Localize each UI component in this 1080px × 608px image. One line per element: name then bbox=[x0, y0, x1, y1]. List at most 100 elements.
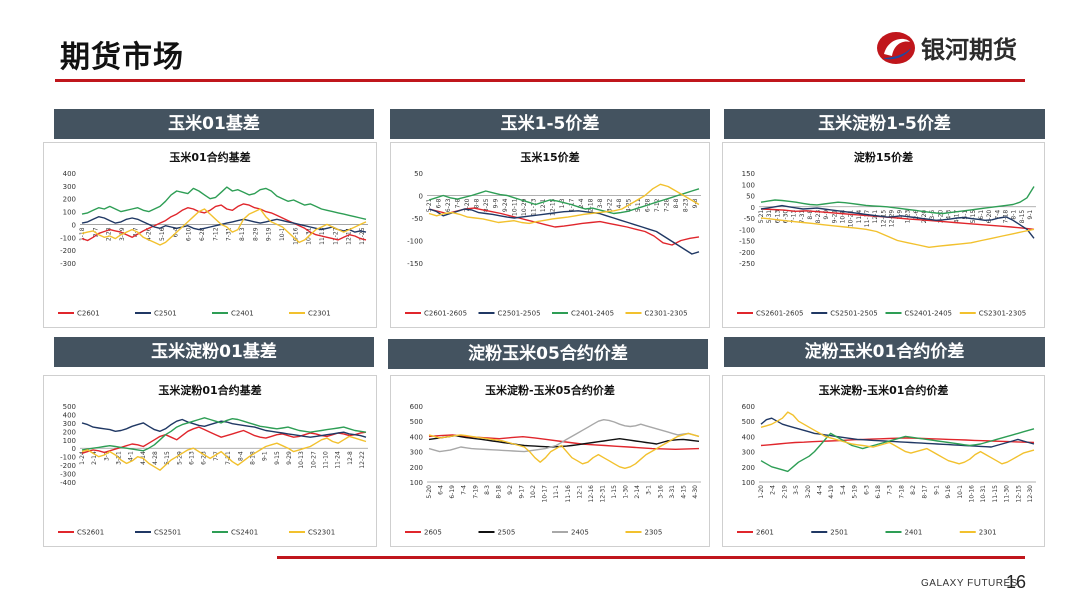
y-tick-label: -200 bbox=[60, 247, 76, 255]
y-tick-label: 400 bbox=[410, 433, 423, 441]
series-line-2305 bbox=[428, 432, 700, 470]
legend-label: CS2501-2505 bbox=[830, 310, 878, 318]
section-header-starch-1-5-spread: 玉米淀粉1-5价差 bbox=[724, 109, 1045, 139]
chart-title: 玉米淀粉-玉米01合约价差 bbox=[819, 383, 949, 397]
x-tick-label: 7-31 bbox=[799, 210, 806, 224]
x-tick-label: 2-18 bbox=[588, 198, 595, 212]
legend-label: 2605 bbox=[424, 529, 442, 537]
series-line-C2601 bbox=[81, 203, 367, 242]
x-tick-label: 9-9 bbox=[823, 210, 830, 220]
series-line-CS2301 bbox=[81, 435, 367, 471]
y-tick-label: 100 bbox=[742, 479, 755, 487]
x-tick-label: 10-1 bbox=[279, 227, 286, 241]
x-tick-label: 6-8 bbox=[436, 198, 443, 208]
x-tick-label: 4-3 bbox=[945, 210, 952, 220]
x-tick-label: 4-7 bbox=[132, 227, 139, 237]
x-tick-label: 7-31 bbox=[226, 227, 233, 241]
x-tick-label: 2-4 bbox=[578, 198, 585, 208]
legend-label: CS2401-2405 bbox=[905, 310, 953, 318]
x-tick-label: 2-28 bbox=[106, 227, 113, 241]
series-line-CS2601-2605 bbox=[760, 208, 1035, 230]
series-line-CS2501-2505 bbox=[760, 204, 1035, 239]
x-tick-label: 10-21 bbox=[848, 210, 855, 228]
chart-panel-starch-corn-05-spread: 玉米淀粉-玉米05合约价差 600 500 400 300 200 100 5-20 6-4 6-… bbox=[390, 375, 710, 547]
x-tick-label: 5-11 bbox=[635, 198, 642, 212]
x-tick-label: 2-20 bbox=[921, 210, 928, 224]
x-tick-label: 12-29 bbox=[888, 210, 895, 228]
x-tick-label: 5-31 bbox=[766, 210, 773, 224]
x-tick-label: 9-24 bbox=[502, 198, 509, 212]
legend-label: C2601 bbox=[77, 310, 100, 318]
x-tick-label: 10-16 bbox=[292, 227, 299, 245]
x-tick-label: 10-11 bbox=[512, 198, 519, 216]
x-tick-label: 5-15 bbox=[164, 451, 171, 465]
page-number: 16 bbox=[1006, 572, 1027, 592]
x-tick-label: 1-30 bbox=[623, 485, 630, 499]
x-tick-label: 9-1 bbox=[262, 451, 269, 461]
x-tick-label: 3-16 bbox=[657, 485, 664, 499]
galaxy-logo-icon bbox=[877, 32, 915, 64]
chart-panel-starch-01-basis: 玉米淀粉01合约基差 500 400 300 200 100 0 -100 -200 -300 -4… bbox=[43, 375, 377, 547]
x-tick-label: 7-8 bbox=[455, 198, 462, 208]
x-tick-label: 6-30 bbox=[782, 210, 789, 224]
x-tick-label: 10-2 bbox=[530, 485, 537, 499]
y-tick-label: 200 bbox=[742, 464, 755, 472]
x-tick-label: 4-15 bbox=[680, 485, 687, 499]
chart-title: 玉米淀粉-玉米05合约价差 bbox=[485, 383, 615, 397]
legend-label: 2405 bbox=[571, 529, 589, 537]
section-header-starch-01-basis: 玉米淀粉01基差 bbox=[54, 337, 374, 367]
x-tick-label: 3-1 bbox=[646, 485, 653, 495]
x-tick-label: 11-24 bbox=[335, 451, 342, 469]
y-tick-label: 150 bbox=[742, 170, 755, 178]
y-tick-label: 100 bbox=[742, 181, 755, 189]
y-tick-label: -100 bbox=[739, 226, 755, 234]
x-tick-label: 6-1 bbox=[978, 210, 985, 220]
y-tick-label: 400 bbox=[63, 170, 76, 178]
x-tick-label: 1-24 bbox=[79, 451, 86, 465]
x-tick-label: 6-13 bbox=[189, 451, 196, 465]
x-tick-label: 7-28 bbox=[664, 198, 671, 212]
x-tick-label: 4-8 bbox=[616, 198, 623, 208]
y-tick-label: 600 bbox=[742, 403, 755, 411]
x-tick-label: 7-20 bbox=[464, 198, 471, 212]
x-tick-label: 12-22 bbox=[359, 451, 366, 469]
x-tick-label: 8-15 bbox=[1019, 210, 1026, 224]
x-tick-label: 1-20 bbox=[758, 485, 765, 499]
x-tick-label: 1-3 bbox=[559, 198, 566, 208]
x-tick-label: 2-19 bbox=[781, 485, 788, 499]
series-line-C2301 bbox=[81, 208, 367, 246]
x-tick-label: 8-17 bbox=[922, 485, 929, 499]
x-tick-label: 8-25 bbox=[483, 198, 490, 212]
x-tick-label: 12-15 bbox=[880, 210, 887, 228]
top-rule bbox=[55, 79, 1025, 82]
legend-label: CS2601 bbox=[77, 529, 104, 537]
x-tick-label: 9-1 bbox=[1027, 210, 1034, 220]
chart-title: 玉米01合约基差 bbox=[169, 150, 250, 164]
x-tick-label: 12-31 bbox=[599, 485, 606, 503]
x-tick-label: 9-17 bbox=[519, 485, 526, 499]
x-tick-label: 4-19 bbox=[828, 485, 835, 499]
chart-starch-01-basis: 玉米淀粉01合约基差 5004003002001000-100-200-300-4… bbox=[58, 383, 368, 537]
section-header-starch-corn-01-spread: 淀粉玉米01合约价差 bbox=[724, 337, 1045, 367]
legend-label: CS2401 bbox=[231, 529, 258, 537]
y-tick-label: 50 bbox=[414, 170, 423, 178]
series-line-2505 bbox=[428, 434, 700, 448]
x-tick-label: 10-16 bbox=[969, 485, 976, 503]
x-tick-label: 9-16 bbox=[945, 485, 952, 499]
legend-label: CS2301 bbox=[308, 529, 335, 537]
x-tick-label: 5-21 bbox=[758, 210, 765, 224]
x-tick-label: 1-9 bbox=[897, 210, 904, 220]
x-tick-label: 12-25 bbox=[359, 227, 366, 245]
legend-label: C2301 bbox=[308, 310, 331, 318]
x-tick-label: 8-18 bbox=[249, 451, 256, 465]
x-tick-label: 7-13 bbox=[791, 210, 798, 224]
series-line-C2601-2605 bbox=[428, 207, 700, 246]
x-tick-label: 9-19 bbox=[266, 227, 273, 241]
x-tick-label: 5-16 bbox=[159, 227, 166, 241]
y-tick-label: 500 bbox=[742, 418, 755, 426]
logo-text: 银河期货 bbox=[921, 36, 1017, 64]
x-tick-label: 10-27 bbox=[310, 451, 317, 469]
x-tick-label: 12-11 bbox=[346, 227, 353, 245]
